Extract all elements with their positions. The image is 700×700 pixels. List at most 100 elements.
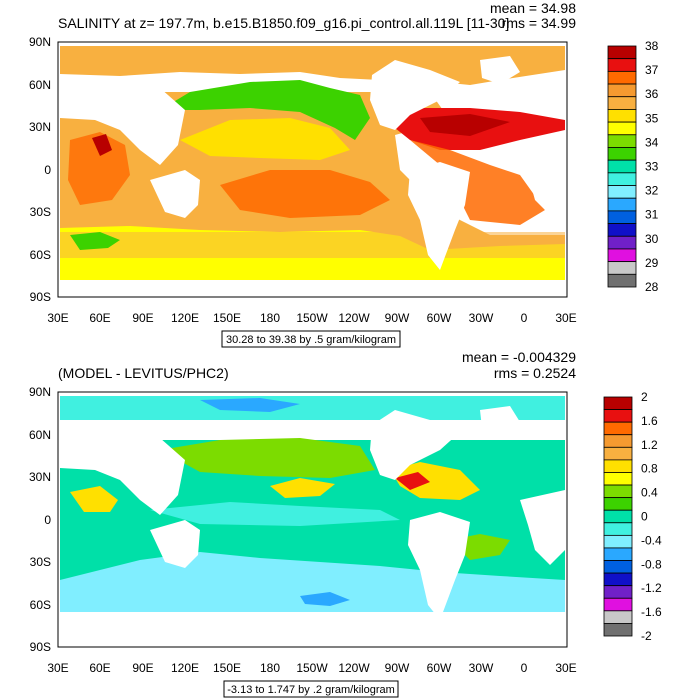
p1-ytick: 90S bbox=[30, 290, 51, 304]
colorbar-label: 36 bbox=[645, 87, 659, 101]
colorbar-swatch bbox=[607, 223, 637, 237]
p2-land bbox=[60, 406, 565, 647]
colorbar-swatch bbox=[603, 560, 633, 574]
colorbar-swatch bbox=[607, 210, 637, 224]
p1-ytick: 60S bbox=[30, 248, 51, 262]
p1-xtick: 120E bbox=[171, 311, 199, 325]
colorbar-swatch bbox=[603, 396, 633, 410]
panel2-range-box bbox=[223, 680, 399, 698]
colorbar-swatch bbox=[603, 484, 633, 499]
colorbar-swatch bbox=[607, 172, 637, 186]
p1-ytick: 30S bbox=[30, 205, 51, 219]
p1-ytick: 30N bbox=[29, 120, 51, 134]
colorbar-label: 2 bbox=[641, 390, 648, 404]
colorbar-swatch bbox=[603, 585, 633, 599]
colorbar-label: 1.6 bbox=[641, 414, 658, 428]
panel2-title: (MODEL - LEVITUS/PHC2) bbox=[58, 365, 229, 381]
panel1-y-axis: 90N 60N 30N 0 30S 60S 90S bbox=[29, 35, 51, 304]
p2-xtick: 30E bbox=[47, 661, 68, 675]
p2-arctic bbox=[60, 396, 565, 420]
p1-sp-gyre bbox=[220, 170, 390, 218]
p2-npac bbox=[160, 438, 375, 478]
panel2-x-axis: 30E 60E 90E 120E 150E 180 150W 120W 90W … bbox=[47, 661, 576, 675]
colorbar-swatch bbox=[607, 134, 637, 148]
colorbar-swatch bbox=[607, 121, 637, 136]
colorbar-label: 33 bbox=[645, 160, 659, 174]
p1-xtick: 90W bbox=[385, 311, 410, 325]
panel1-x-axis: 30E 60E 90E 120E 150E 180 150W 120W 90W … bbox=[47, 311, 576, 325]
colorbar-swatch bbox=[603, 434, 633, 448]
panel2-range-text: -3.13 to 1.747 by .2 gram/kilogram bbox=[227, 684, 395, 696]
p2-xtick: 30E bbox=[555, 661, 576, 675]
p2-xtick: 60W bbox=[427, 661, 452, 675]
panel2-colorbar: 2 1.6 1.2 0.8 0.4 0 -0.4 -0.8 -1.2 -1.6 -2 bbox=[603, 390, 662, 643]
p2-ytick: 30N bbox=[29, 470, 51, 484]
p2-south-deep bbox=[300, 592, 350, 606]
p2-eq-band bbox=[150, 502, 400, 526]
colorbar-label: 31 bbox=[645, 208, 659, 222]
colorbar-swatch bbox=[607, 261, 637, 275]
p1-xtick: 60E bbox=[89, 311, 110, 325]
p1-redsea bbox=[92, 134, 112, 156]
p2-ytick: 90S bbox=[30, 640, 51, 654]
p1-xtick: 120W bbox=[338, 311, 370, 325]
colorbar-swatch bbox=[607, 70, 637, 85]
p2-xtick: 90W bbox=[385, 661, 410, 675]
colorbar-label: 28 bbox=[645, 280, 659, 294]
colorbar-label: 32 bbox=[645, 184, 659, 198]
colorbar-label: 1.2 bbox=[641, 438, 658, 452]
colorbar-label: 37 bbox=[645, 63, 659, 77]
p2-ytick: 30S bbox=[30, 555, 51, 569]
panel1-colorbar: 38 37 36 35 34 33 32 31 30 29 28 bbox=[607, 39, 659, 294]
p1-ytick: 0 bbox=[44, 163, 51, 177]
colorbar-swatch bbox=[607, 83, 637, 98]
colorbar-swatch bbox=[607, 248, 637, 263]
p1-npac-yellow bbox=[180, 118, 350, 160]
p1-xtick: 30E bbox=[555, 311, 576, 325]
colorbar-swatch bbox=[607, 58, 637, 72]
colorbar-label: 35 bbox=[645, 111, 659, 125]
panel1-range-box bbox=[221, 330, 401, 348]
p1-india bbox=[68, 132, 130, 205]
colorbar-label: 34 bbox=[645, 135, 659, 149]
colorbar-swatch bbox=[607, 273, 637, 288]
p1-sind-green bbox=[70, 232, 120, 250]
p1-ytick: 90N bbox=[29, 35, 51, 49]
p2-ytick: 0 bbox=[44, 513, 51, 527]
panel1-mean: mean = 34.98 bbox=[490, 0, 576, 16]
p2-npac-yellow bbox=[270, 478, 335, 498]
colorbar-swatch bbox=[603, 472, 633, 486]
colorbar-label: 38 bbox=[645, 39, 659, 53]
p2-xtick: 150E bbox=[213, 661, 241, 675]
colorbar-label: -0.8 bbox=[641, 557, 662, 571]
p1-ytick: 60N bbox=[29, 78, 51, 92]
colorbar-label: -0.4 bbox=[641, 533, 662, 547]
p1-natl-orange bbox=[410, 140, 545, 225]
colorbar-swatch bbox=[603, 497, 633, 511]
p1-southern-ocean-deep bbox=[60, 232, 565, 258]
colorbar-swatch bbox=[603, 547, 633, 561]
panel1-frame bbox=[57, 41, 568, 298]
p2-xtick: 60E bbox=[89, 661, 110, 675]
panel2-frame bbox=[57, 391, 568, 648]
colorbar-label: -1.6 bbox=[641, 605, 662, 619]
p2-ytick: 90N bbox=[29, 385, 51, 399]
colorbar-swatch bbox=[603, 421, 633, 436]
p1-land bbox=[60, 56, 565, 297]
colorbar-swatch bbox=[603, 610, 633, 624]
p2-ytick: 60S bbox=[30, 598, 51, 612]
colorbar-swatch bbox=[607, 147, 637, 161]
panel1-range-text: 30.28 to 39.38 by .5 gram/kilogram bbox=[226, 334, 396, 346]
p2-xtick: 120E bbox=[171, 661, 199, 675]
p2-xtick: 120W bbox=[338, 661, 370, 675]
p2-xtick: 30W bbox=[469, 661, 494, 675]
colorbar-label: 29 bbox=[645, 256, 659, 270]
colorbar-swatch bbox=[607, 109, 637, 123]
colorbar-swatch bbox=[603, 572, 633, 587]
panel1-title: SALINITY at z= 197.7m, b.e15.B1850.f09_g… bbox=[58, 15, 509, 31]
colorbar-swatch bbox=[603, 534, 633, 549]
p1-xtick: 30E bbox=[47, 311, 68, 325]
colorbar-swatch bbox=[607, 45, 637, 60]
colorbar-label: -2 bbox=[641, 629, 652, 643]
colorbar-swatch bbox=[607, 159, 637, 174]
